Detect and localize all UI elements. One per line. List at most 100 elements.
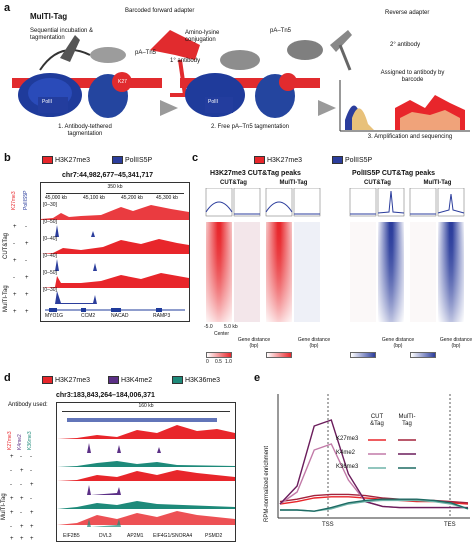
panel-b-gene-track — [45, 308, 185, 312]
b-sym-0-0: + — [13, 224, 17, 230]
panel-b-tracks — [41, 205, 189, 304]
d-sym-1-0: - — [10, 468, 12, 474]
label-barcoded-adapter: Barcoded forward adapter — [125, 8, 195, 14]
d-sym-3-2: - — [30, 496, 32, 502]
panel-d-browser: 160 kb EIF2B5 DVL3 AP2M1 EIF4G1/SNORA4 P… — [56, 402, 236, 542]
panel-c: c H3K27me3 PolIIS5P H3K27me3 CUT&Tag pea… — [192, 152, 474, 377]
panel-b-gene-2: CCM2 — [81, 313, 96, 319]
b-sym-5-0: + — [13, 309, 17, 315]
label-ab2: 2° antibody — [390, 42, 421, 48]
label-seq-incubation: Sequential incubation & tagmentation — [30, 28, 94, 41]
panel-c-colorbar-red-2 — [266, 352, 292, 358]
series-line-4 — [280, 499, 469, 512]
label-amino-lysine: Amino-lysine conjugation — [185, 30, 220, 43]
panel-d-tracks — [57, 418, 235, 527]
d-sym-0-1: - — [20, 454, 22, 460]
panel-c-cb-tick-1: 0.5 — [215, 359, 222, 365]
panel-c-tick-right: 5.0 kb — [224, 324, 238, 330]
d-sym-4-2: + — [30, 510, 34, 516]
panel-b-gene-1: MYO1G — [45, 313, 64, 319]
panel-a-title: MulTI-Tag — [30, 12, 68, 21]
panel-b-range-6: [0–30] — [43, 287, 57, 293]
legend-swatch-h3k27me3-c — [254, 156, 265, 164]
panel-c-tick-left: -5.0 — [204, 324, 213, 330]
b-sym-1-0: - — [13, 241, 15, 247]
b-sym-4-1: + — [25, 292, 29, 298]
d-sym-5-0: - — [10, 524, 12, 530]
panel-d-legend-1: H3K27me3 — [42, 376, 90, 385]
d-sym-2-2: + — [30, 482, 34, 488]
panel-b-coord-2: 45,100 kb — [83, 195, 105, 201]
panel-b-legend-2: PolIIS5P — [112, 156, 152, 165]
panel-b-ruler — [46, 193, 184, 194]
panel-a-letter: a — [4, 2, 11, 14]
label-polii-2: PolII — [208, 99, 219, 105]
label-reverse-adapter: Reverse adapter — [385, 10, 430, 16]
panel-e: e RPM-normalized enrichment CUT &Tag Mul… — [250, 372, 474, 545]
panel-d-gene-5: PSMD2 — [205, 533, 223, 539]
panel-c-cb-tick-2: 1.0 — [225, 359, 232, 365]
panel-c-sub-2: MulTI-Tag — [279, 180, 308, 186]
label-k27: K27 — [118, 79, 127, 85]
panel-d: d H3K27me3 H3K4me2 H3K36me3 Antibody use… — [0, 372, 240, 545]
panel-d-locus: chr3:183,843,264–184,006,371 — [56, 392, 155, 399]
series-line-5 — [280, 498, 469, 512]
panel-c-legend-1: H3K27me3 — [254, 156, 302, 165]
panel-c-sub-1: CUT&Tag — [220, 180, 247, 186]
panel-c-letter: c — [192, 152, 199, 164]
step1-illustration — [12, 35, 162, 118]
panel-e-legend-row-3: K36me3 — [336, 464, 359, 470]
panel-c-sub-4: MulTI-Tag — [423, 180, 452, 186]
panel-b-coord-4: 45,300 kb — [156, 195, 178, 201]
b-sym-3-0: - — [13, 275, 15, 281]
step-1-label: 1. Antibody-tethered tagmentation — [58, 124, 112, 137]
panel-b-legend-1: H3K27me3 — [42, 156, 90, 165]
panel-c-xlabel-2: Gene distance (bp) — [297, 337, 331, 349]
legend-swatch-polii-c — [332, 156, 343, 164]
panel-d-col-k4: K4me2 — [17, 434, 23, 450]
label-assigned: Assigned to antibody by barcode — [380, 70, 445, 83]
d-sym-6-2: + — [30, 536, 34, 542]
panel-d-letter: d — [4, 372, 11, 384]
d-sym-4-0: + — [10, 510, 14, 516]
panel-b-coord-1: 45,000 kb — [45, 195, 67, 201]
panel-c-tick-center: Center — [214, 331, 230, 337]
panel-d-gene-3: AP2M1 — [127, 533, 144, 539]
legend-swatch-polii — [112, 156, 123, 164]
b-sym-0-1: - — [25, 224, 27, 230]
panel-c-colorbar-red-1 — [206, 352, 232, 358]
panel-c-sub-3: CUT&Tag — [364, 180, 391, 186]
step3-illustration — [339, 80, 470, 132]
panel-b-range-3: [0–40] — [43, 236, 57, 242]
d-sym-5-2: + — [30, 524, 34, 530]
panel-b-range-5: [0–50] — [43, 270, 57, 276]
panel-b-locus: chr7:44,982,677–45,341,717 — [62, 172, 154, 179]
panel-b-col-polii: PolIIS5P — [23, 190, 29, 210]
panel-d-col-k36: K36me3 — [27, 431, 33, 450]
panel-c-cb-tick-0: 0 — [206, 359, 209, 365]
panel-c-xlabel-3: Gene distance (bp) — [381, 337, 415, 349]
panel-b-range-2: [0–50] — [43, 219, 57, 225]
legend-swatch-d-k27 — [42, 376, 53, 384]
panel-b-range-4: [0–40] — [43, 253, 57, 259]
label-ab1: 1° antibody — [170, 58, 201, 64]
b-sym-2-0: + — [13, 258, 17, 264]
panel-c-group-title-2: PolIIS5P CUT&Tag peaks — [352, 170, 435, 177]
step2-illustration — [180, 30, 352, 118]
panel-d-ruler — [62, 411, 230, 412]
panel-e-legend-col-1: CUT &Tag — [370, 414, 384, 427]
step-3-label: 3. Amplification and sequencing — [367, 134, 453, 140]
panel-d-antibody-used: Antibody used: — [8, 402, 48, 408]
d-sym-2-1: - — [20, 482, 22, 488]
d-sym-5-1: + — [20, 524, 24, 530]
b-sym-1-1: + — [25, 241, 29, 247]
panel-c-group-title-1: H3K27me3 CUT&Tag peaks — [210, 170, 301, 177]
panel-d-legend-2: H3K4me2 — [108, 376, 152, 385]
legend-swatch-d-k4 — [108, 376, 119, 384]
panel-c-legend-2: PolIIS5P — [332, 156, 372, 165]
d-sym-3-1: + — [20, 496, 24, 502]
panel-b-gene-4: RAMP3 — [153, 313, 171, 319]
panel-e-tss-label: TSS — [322, 522, 334, 528]
d-sym-4-1: - — [20, 510, 22, 516]
b-sym-3-1: + — [25, 275, 29, 281]
